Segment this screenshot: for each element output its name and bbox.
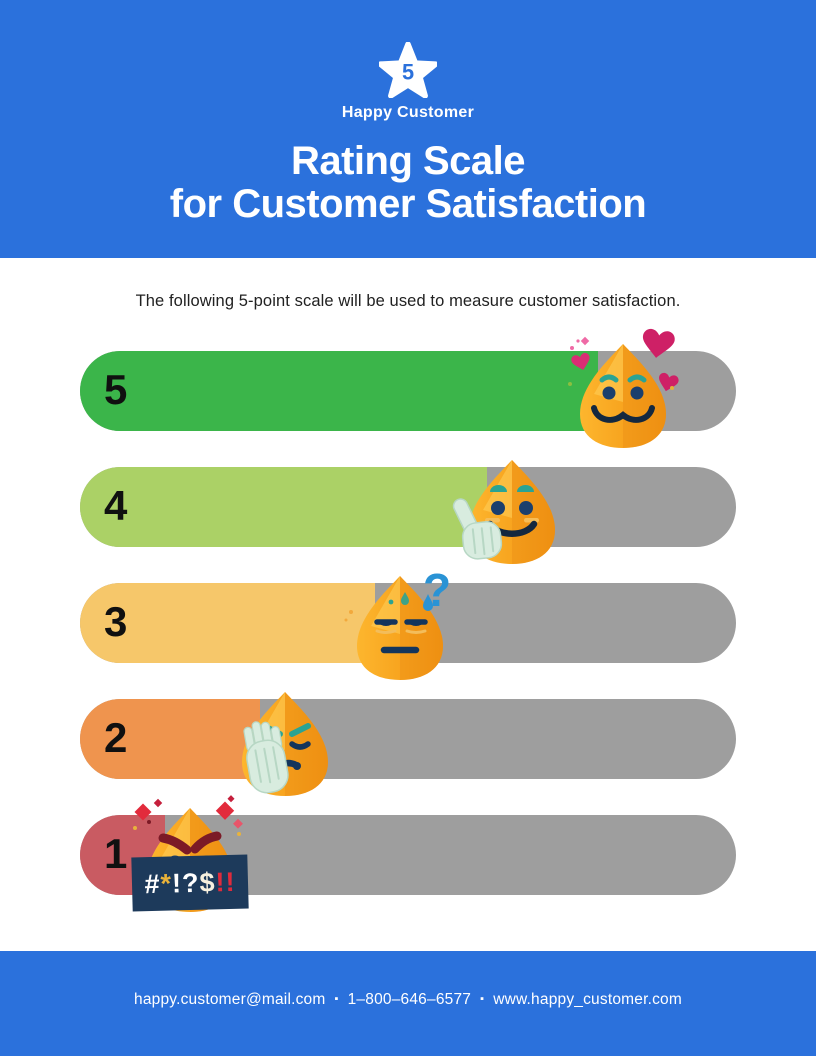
footer-email: happy.customer@mail.com [134,990,326,1008]
footer-website: www.happy_customer.com [493,990,682,1008]
scale-row-3: 3 ? [80,564,736,680]
censored-swearing-box: # *!? $!! [131,854,249,912]
scale-row-4: 4 [80,460,736,564]
brand-logo: 5 Happy Customer [342,42,474,122]
scale-track: 5 [80,328,736,448]
eyebrows [599,374,647,383]
scale-label: 1 [104,830,128,878]
facepalm-hand [243,721,290,794]
scale-track: 2 [80,692,736,796]
rating-scale: 5 [0,328,816,912]
title-line-2: for Customer Satisfaction [169,181,647,226]
scale-fill [80,699,261,779]
footer: happy.customer@mail.com ▪ 1–800–646–6577… [0,951,816,1056]
scale-label: 2 [104,714,128,762]
brand-name: Happy Customer [341,104,475,121]
footer-separator: ▪ [334,992,339,1005]
scale-fill [80,467,487,547]
swearing-emoji: # *!? $!! [131,795,249,916]
scale-label: 5 [104,366,128,414]
angry-eyebrows [158,831,222,855]
sweat-drop [423,594,434,611]
thumbs-up-hand [452,498,502,560]
title-line-1: Rating Scale [290,139,526,183]
hearts [571,328,679,392]
scale-row-5: 5 [80,328,736,448]
scale-label: 3 [104,598,128,646]
scale-track: 3 ? [80,564,736,680]
scale-track: 1 [80,795,736,912]
scale-fill [80,351,599,431]
thumbs-up-emoji [452,452,567,568]
sparkles [344,610,354,622]
eyebrows [489,485,534,492]
scale-row-2: 2 [80,692,736,796]
page-title: Rating Scale for Customer Satisfaction [169,139,647,226]
eyes [602,386,644,400]
header: 5 Happy Customer Rating Scale for Custom… [0,0,816,258]
eyes [374,619,428,634]
star-number: 5 [402,60,414,85]
scale-fill [80,583,376,663]
scale-label: 4 [104,482,128,530]
scale-track: 4 [80,460,736,564]
closed-eye [289,741,312,750]
footer-separator: ▪ [480,992,485,1005]
in-love-emoji [568,328,679,452]
star-icon: 5 [378,42,437,98]
skeptical-emoji: ? [344,564,455,684]
smile [591,405,656,423]
forehead-specks [388,592,410,605]
footer-phone: 1–800–646–6577 [347,990,472,1008]
eyes [490,501,533,515]
scale-row-1: 1 [80,795,736,912]
intro-text: The following 5-point scale will be used… [135,292,681,310]
main-content: The following 5-point scale will be used… [0,258,816,951]
facepalm-emoji [230,684,340,800]
